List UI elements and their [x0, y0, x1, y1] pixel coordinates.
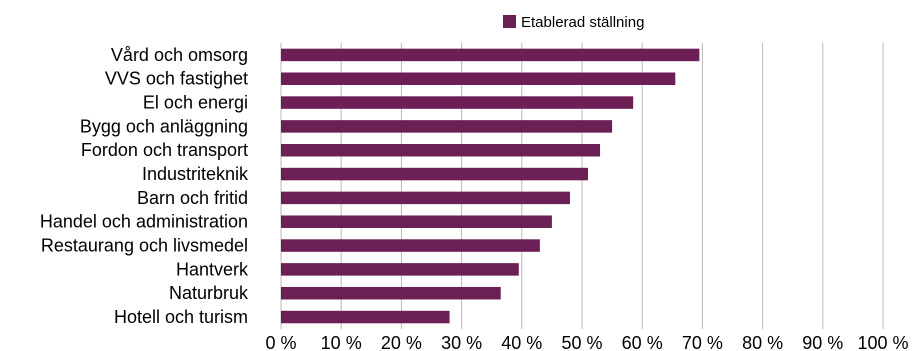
legend-label: Etablerad ställning [521, 14, 644, 31]
category-label-9: Hantverk [176, 259, 249, 279]
category-label-8: Restaurang och livsmedel [41, 236, 248, 256]
bar-0 [281, 48, 700, 62]
category-label-6: Barn och fritid [137, 188, 248, 208]
x-tick-label-4: 40 % [501, 333, 542, 351]
x-tick-label-8: 80 % [742, 333, 783, 351]
x-tick-label-2: 20 % [381, 333, 422, 351]
category-label-3: Bygg och anläggning [80, 116, 248, 136]
x-tick-label-9: 90 % [802, 333, 843, 351]
bar-4 [281, 143, 601, 157]
bar-9 [281, 263, 519, 276]
x-tick-label-0: 0 % [265, 333, 296, 351]
gridlines [280, 43, 884, 329]
category-labels: Vård och omsorg VVS och fastighet El och e… [40, 45, 249, 327]
category-label-1: VVS och fastighet [105, 69, 248, 89]
x-tick-label-10: 100 % [857, 333, 908, 351]
bar-3 [281, 120, 613, 133]
x-tick-label-6: 60 % [622, 333, 663, 351]
x-tick-label-3: 30 % [441, 333, 482, 351]
legend-swatch [503, 15, 516, 28]
legend: Etablerad ställning [503, 14, 644, 31]
bar-8 [281, 239, 540, 252]
bar-11 [281, 310, 450, 324]
bar-5 [281, 167, 589, 181]
category-label-0: Vård och omsorg [111, 45, 248, 65]
x-tick-label-7: 70 % [682, 333, 723, 351]
category-label-4: Fordon och transport [81, 140, 248, 160]
bar-6 [281, 191, 570, 205]
x-tick-label-5: 50 % [561, 333, 602, 351]
bar-2 [281, 96, 634, 109]
category-label-7: Handel och administration [40, 212, 248, 232]
category-label-11: Hotell och turism [114, 307, 248, 327]
bars [281, 48, 700, 324]
x-axis-tick-labels: 0 % 10 % 20 % 30 % 40 % 50 % 60 % 70 % 80 % 90 % 1… [265, 333, 908, 351]
bar-10 [281, 286, 501, 300]
category-label-10: Naturbruk [169, 283, 249, 303]
x-tick-label-1: 10 % [321, 333, 362, 351]
bar-7 [281, 215, 552, 228]
category-label-5: Industriteknik [142, 164, 249, 184]
category-label-2: El och energi [143, 93, 248, 113]
bar-1 [281, 72, 676, 85]
